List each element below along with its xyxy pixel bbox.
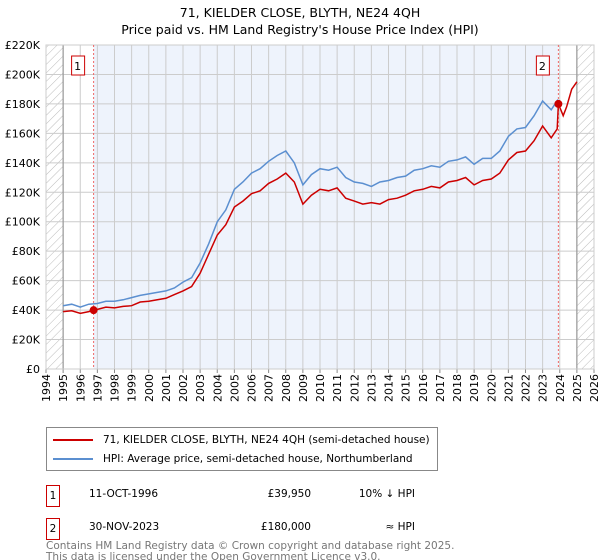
x-tick-label: 1994 (40, 374, 53, 402)
attribution: Contains HM Land Registry data © Crown c… (46, 541, 454, 560)
legend-label-hpi: HPI: Average price, semi-detached house,… (103, 453, 413, 465)
chart-legend: 71, KIELDER CLOSE, BLYTH, NE24 4QH (semi… (46, 427, 438, 471)
x-tick-label: 2002 (177, 374, 190, 402)
x-tick-label: 2022 (520, 374, 533, 402)
y-tick-label: £180K (5, 98, 41, 111)
transaction-badge: 1 (46, 485, 60, 507)
x-tick-label: 1996 (74, 374, 87, 402)
legend-item-property: 71, KIELDER CLOSE, BLYTH, NE24 4QH (semi… (53, 432, 430, 448)
transaction-date: 11-OCT-1996 (89, 488, 158, 500)
legend-swatch-hpi (53, 458, 93, 460)
x-tick-label: 2001 (160, 374, 173, 402)
x-tick-label: 1999 (126, 374, 139, 402)
y-tick-label: £0 (26, 363, 40, 376)
sale-point (554, 99, 563, 108)
transaction-badge: 2 (46, 518, 60, 540)
x-tick-label: 2026 (588, 374, 600, 402)
y-tick-label: £220K (5, 39, 41, 52)
x-tick-label: 1997 (91, 374, 104, 402)
x-tick-label: 2010 (314, 374, 327, 402)
x-tick-label: 2020 (485, 374, 498, 402)
sale-label-box (71, 55, 86, 76)
legend-item-hpi: HPI: Average price, semi-detached house,… (53, 451, 413, 467)
y-tick-label: £100K (5, 216, 41, 229)
chart-title: 71, KIELDER CLOSE, BLYTH, NE24 4QH (179, 5, 421, 20)
plot-border (45, 44, 595, 370)
hatched-region (46, 45, 64, 369)
attribution-line-1: Contains HM Land Registry data © Crown c… (46, 540, 455, 552)
x-tick-label: 2014 (383, 374, 396, 402)
hatched-region (576, 45, 594, 369)
x-tick-label: 2013 (365, 374, 378, 402)
property-price-line (63, 81, 578, 315)
legend-label-property: 71, KIELDER CLOSE, BLYTH, NE24 4QH (semi… (103, 434, 430, 446)
x-tick-label: 2024 (554, 374, 567, 402)
x-tick-label: 2009 (297, 374, 310, 402)
x-tick-label: 2019 (468, 374, 481, 402)
x-tick-label: 1998 (109, 374, 122, 402)
sale-label: 1 (74, 60, 81, 73)
transaction-price: £180,000 (260, 521, 311, 533)
x-tick-label: 2018 (451, 374, 464, 402)
transaction-price: £39,950 (267, 488, 311, 500)
attribution-line-2: This data is licensed under the Open Gov… (46, 551, 381, 560)
x-tick-label: 2023 (537, 374, 550, 402)
sale-label-box (535, 55, 550, 76)
x-tick-label: 2007 (263, 374, 276, 402)
x-tick-label: 2006 (246, 374, 259, 402)
price-chart: 1 2 1994 1995 1996 1997 1998 1999 2000 2001 2002 20… (5, 39, 600, 402)
x-tick-label: 2003 (194, 374, 207, 402)
transaction-date: 30-NOV-2023 (89, 521, 160, 533)
sale-label: 2 (539, 60, 546, 73)
x-tick-label: 1995 (57, 374, 70, 402)
y-tick-label: £60K (12, 275, 41, 288)
transaction-vs-hpi: ≈ HPI (385, 521, 415, 533)
x-tick-label: 2000 (143, 374, 156, 402)
x-tick-label: 2011 (331, 374, 344, 402)
x-tick-label: 2004 (211, 374, 224, 402)
hpi-line (62, 99, 559, 308)
y-tick-label: £120K (5, 186, 41, 199)
y-tick-label: £40K (12, 304, 41, 317)
x-tick-label: 2015 (400, 374, 413, 402)
y-tick-label: £160K (5, 127, 41, 140)
transaction-vs-hpi: 10% ↓ HPI (358, 488, 415, 500)
y-tick-label: £80K (12, 245, 41, 258)
y-tick-label: £200K (5, 68, 41, 81)
y-tick-label: £20K (12, 334, 41, 347)
x-tick-label: 2012 (348, 374, 361, 402)
sale-point (89, 306, 98, 315)
x-tick-label: 2021 (502, 374, 515, 402)
x-tick-label: 2025 (571, 374, 584, 402)
legend-swatch-property (53, 439, 93, 441)
x-tick-label: 2005 (228, 374, 241, 402)
x-tick-label: 2008 (280, 374, 293, 402)
x-tick-label: 2016 (417, 374, 430, 402)
ownership-band (93, 45, 559, 369)
x-tick-label: 2017 (434, 374, 447, 402)
y-tick-label: £140K (5, 157, 41, 170)
chart-subtitle: Price paid vs. HM Land Registry's House … (121, 22, 479, 37)
